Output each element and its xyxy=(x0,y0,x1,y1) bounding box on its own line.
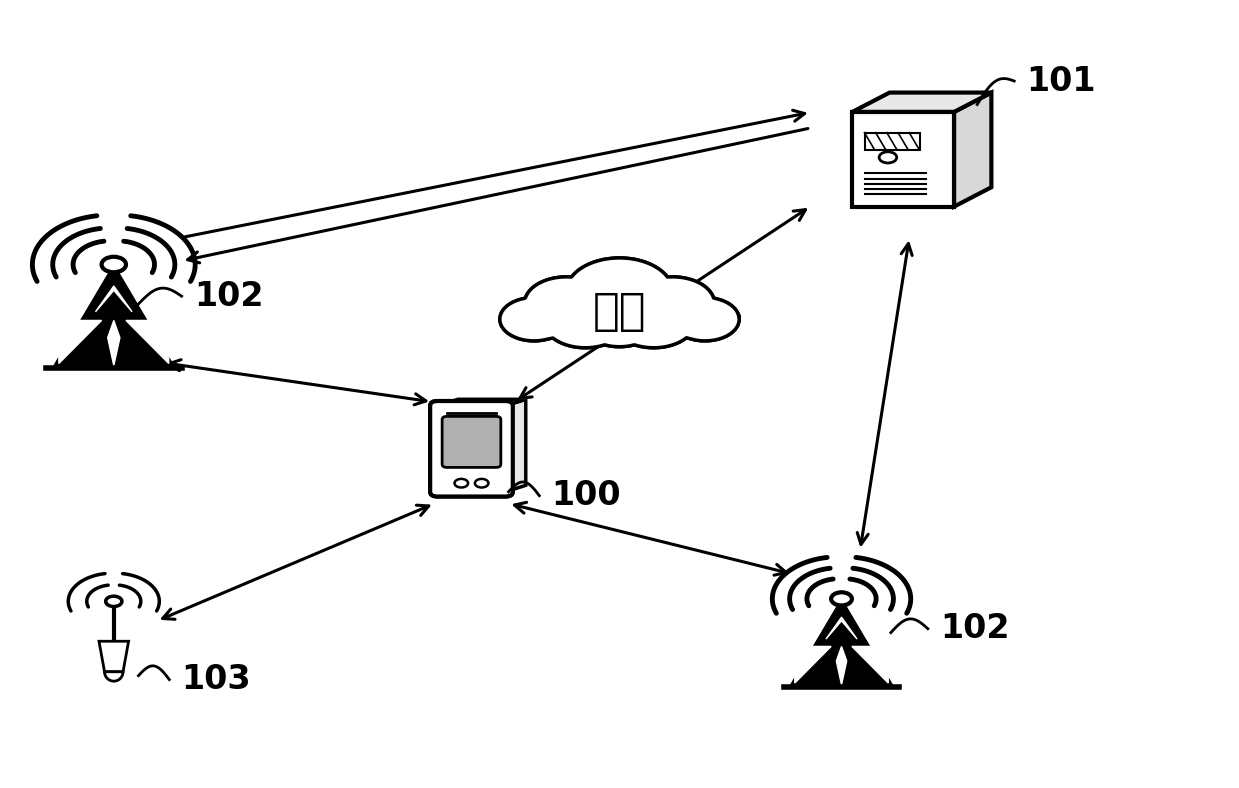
Text: 网络: 网络 xyxy=(592,290,647,333)
Polygon shape xyxy=(789,599,893,686)
Polygon shape xyxy=(126,321,169,363)
Polygon shape xyxy=(954,92,991,206)
Circle shape xyxy=(612,295,695,348)
Circle shape xyxy=(105,597,121,607)
Polygon shape xyxy=(499,258,740,348)
FancyBboxPatch shape xyxy=(430,401,513,496)
Circle shape xyxy=(831,593,852,605)
Polygon shape xyxy=(852,112,954,206)
Polygon shape xyxy=(99,641,129,671)
Polygon shape xyxy=(836,646,846,685)
Text: 101: 101 xyxy=(1027,65,1097,98)
FancyBboxPatch shape xyxy=(442,416,501,467)
Polygon shape xyxy=(58,321,102,363)
Polygon shape xyxy=(95,286,133,312)
Polygon shape xyxy=(506,400,525,492)
Polygon shape xyxy=(852,92,991,112)
Circle shape xyxy=(566,258,673,325)
Circle shape xyxy=(524,277,608,330)
Polygon shape xyxy=(108,321,120,366)
Circle shape xyxy=(102,257,126,272)
Circle shape xyxy=(670,298,740,341)
Polygon shape xyxy=(794,646,831,683)
Circle shape xyxy=(455,479,468,488)
Polygon shape xyxy=(852,646,888,683)
Circle shape xyxy=(880,152,897,163)
Circle shape xyxy=(631,277,715,330)
Circle shape xyxy=(475,479,488,488)
Circle shape xyxy=(581,299,658,347)
Polygon shape xyxy=(865,132,921,150)
Text: 102: 102 xyxy=(940,612,1010,645)
Polygon shape xyxy=(104,671,123,681)
Text: 103: 103 xyxy=(182,663,252,696)
Text: 102: 102 xyxy=(195,280,264,313)
Circle shape xyxy=(499,298,569,341)
Polygon shape xyxy=(53,265,175,368)
Polygon shape xyxy=(437,400,525,406)
FancyBboxPatch shape xyxy=(430,401,513,496)
Polygon shape xyxy=(826,617,857,639)
Text: 100: 100 xyxy=(551,479,621,512)
Circle shape xyxy=(544,295,627,348)
